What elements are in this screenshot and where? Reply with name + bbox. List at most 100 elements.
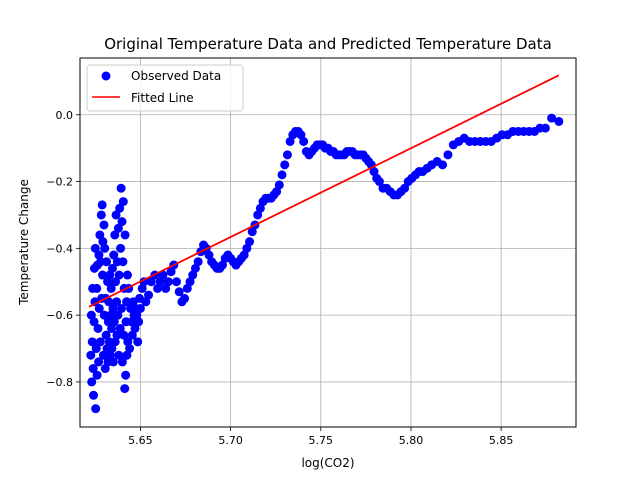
observed-data-point	[163, 277, 173, 287]
observed-data-point	[115, 203, 125, 213]
observed-data-point	[245, 237, 255, 247]
observed-data-point	[133, 337, 143, 347]
observed-data-point	[89, 390, 99, 400]
observed-data-point	[102, 257, 112, 267]
observed-data-point	[87, 377, 97, 387]
observed-data-point	[87, 337, 97, 347]
observed-data-point	[113, 223, 123, 233]
x-tick-label: 5.75	[309, 434, 334, 447]
y-tick-label: −0.6	[46, 309, 73, 322]
x-tick-label: 5.70	[218, 434, 243, 447]
observed-data-point	[117, 217, 127, 227]
y-axis-label: Temperature Change	[17, 179, 31, 306]
observed-data-point	[89, 317, 99, 327]
legend-fitted-label: Fitted Line	[131, 91, 194, 105]
observed-data-point	[193, 257, 203, 267]
observed-data-point	[104, 297, 114, 307]
y-tick-label: −0.2	[46, 176, 73, 189]
observed-data-point	[92, 283, 102, 293]
observed-data-point	[107, 263, 117, 273]
observed-data-point	[98, 350, 108, 360]
observed-data-point	[180, 293, 190, 303]
observed-data-point	[111, 277, 121, 287]
observed-data-point	[95, 230, 105, 240]
observed-data-point	[101, 330, 111, 340]
observed-data-point	[116, 183, 126, 193]
observed-data-point	[135, 303, 145, 313]
gridlines	[80, 58, 576, 427]
observed-data-point	[117, 357, 127, 367]
legend-box	[86, 64, 244, 112]
fitted-line-layer	[88, 74, 560, 308]
observed-data-point	[443, 150, 453, 160]
observed-data-point	[110, 230, 120, 240]
observed-data-point	[540, 123, 550, 133]
observed-data-point	[93, 323, 103, 333]
observed-data-point	[109, 317, 119, 327]
observed-data-point	[107, 344, 117, 354]
legend: Observed Data Fitted Line	[86, 64, 244, 112]
observed-data-point	[92, 370, 102, 380]
observed-data-point	[113, 310, 123, 320]
observed-data-point	[118, 197, 128, 207]
observed-data-point	[280, 160, 290, 170]
x-axis: 5.65 5.70 5.75 5.80 5.85	[128, 427, 513, 447]
observed-data-point	[130, 323, 140, 333]
observed-data-point	[99, 310, 109, 320]
observed-data-point	[134, 317, 144, 327]
observed-data-point	[116, 303, 126, 313]
observed-data-point	[277, 170, 287, 180]
observed-data-point	[108, 303, 118, 313]
observed-data-points	[86, 113, 564, 414]
observed-data-point	[106, 283, 116, 293]
observed-data-point	[299, 136, 309, 146]
observed-data-point	[120, 230, 130, 240]
observed-data-point	[547, 113, 557, 123]
observed-data-point	[91, 404, 101, 414]
observed-data-point	[90, 243, 100, 253]
x-tick-label: 5.85	[489, 434, 514, 447]
observed-data-point	[88, 364, 98, 374]
observed-data-point	[94, 357, 104, 367]
observed-data-point	[115, 323, 125, 333]
observed-data-point	[95, 337, 105, 347]
fitted-line	[88, 74, 560, 308]
observed-data-point	[554, 116, 564, 126]
y-tick-label: −0.4	[46, 242, 73, 255]
observed-data-point	[146, 277, 156, 287]
observed-data-point	[100, 243, 110, 253]
observed-data-point	[122, 270, 132, 280]
observed-data-point	[122, 297, 132, 307]
observed-data-point	[118, 257, 128, 267]
y-axis: −0.8 −0.6 −0.4 −0.2 0.0	[46, 109, 80, 389]
observed-data-point	[99, 220, 109, 230]
observed-data-point	[274, 180, 284, 190]
observed-data-point	[86, 350, 96, 360]
observed-data-point	[91, 344, 101, 354]
observed-data-point	[112, 297, 122, 307]
observed-data-point	[120, 384, 130, 394]
observed-data-point	[121, 370, 131, 380]
observed-data-point	[108, 357, 118, 367]
observed-data-point	[158, 270, 168, 280]
observed-data-point	[438, 160, 448, 170]
legend-observed-label: Observed Data	[131, 69, 221, 83]
observed-data-point	[116, 243, 126, 253]
legend-observed-marker	[101, 71, 111, 81]
observed-data-point	[144, 290, 154, 300]
observed-data-point	[94, 303, 104, 313]
observed-data-point	[282, 150, 292, 160]
observed-data-point	[98, 270, 108, 280]
x-axis-label: log(CO2)	[301, 456, 354, 470]
observed-data-point	[114, 350, 124, 360]
observed-data-point	[97, 200, 107, 210]
observed-data-point	[125, 344, 135, 354]
observed-data-point	[119, 330, 129, 340]
observed-data-point	[111, 210, 121, 220]
x-tick-label: 5.65	[128, 434, 153, 447]
observed-data-point	[114, 270, 124, 280]
y-tick-label: −0.8	[46, 376, 73, 389]
y-tick-label: 0.0	[56, 109, 74, 122]
observed-data-point	[174, 287, 184, 297]
